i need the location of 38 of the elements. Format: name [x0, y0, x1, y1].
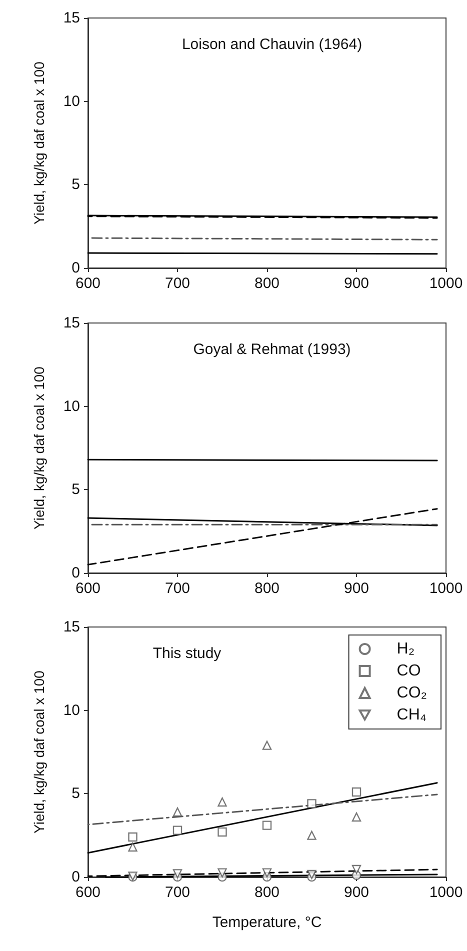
x-tick-label: 700 [164, 275, 190, 292]
x-tick-label: 900 [344, 275, 370, 292]
legend-label: H₂ [396, 640, 415, 658]
x-tick-label: 700 [164, 580, 190, 597]
y-tick-label: 10 [63, 398, 80, 415]
x-tick-label: 1000 [429, 580, 463, 597]
text: Loison and Chauvin (1964) [182, 36, 362, 53]
x-axis-title: Temperature, °C [212, 914, 322, 931]
y-axis-title: Yield, kg/kg daf coal x 100 [31, 366, 47, 530]
y-tick-label: 10 [63, 92, 80, 110]
y-tick-label: 15 [63, 618, 80, 636]
y-tick-label: 0 [72, 260, 80, 276]
x-tick-label: 900 [344, 580, 370, 597]
x-tick-label: 600 [75, 884, 101, 901]
x-tick-label: 1000 [429, 275, 463, 292]
x-tick-label: 800 [254, 884, 280, 901]
y-tick-label: 10 [63, 702, 80, 719]
y-tick-label: 15 [63, 314, 80, 332]
y-tick-label: 0 [72, 564, 80, 582]
legend-label: CH₄ [396, 706, 426, 724]
x-tick-label: 800 [254, 275, 280, 292]
y-tick-label: 15 [63, 10, 80, 26]
text: This study [152, 645, 222, 662]
y-tick-label: 5 [72, 481, 80, 498]
x-tick-label: 600 [75, 275, 101, 292]
y-axis-title: Yield, kg/kg daf coal x 100 [31, 670, 47, 834]
legend-label: CO₂ [396, 684, 428, 702]
y-tick-label: 0 [72, 868, 80, 886]
x-tick-label: 900 [344, 884, 370, 901]
y-axis-title: Yield, kg/kg daf coal x 100 [31, 61, 47, 224]
x-tick-label: 600 [75, 580, 101, 597]
text: Goyal & Rehmat (1993) [193, 341, 351, 358]
x-tick-label: 1000 [429, 884, 463, 901]
legend-label: CO [396, 662, 421, 680]
y-tick-label: 5 [72, 785, 80, 802]
x-tick-label: 700 [164, 884, 190, 901]
x-tick-label: 800 [254, 580, 280, 597]
y-tick-label: 5 [72, 176, 80, 194]
